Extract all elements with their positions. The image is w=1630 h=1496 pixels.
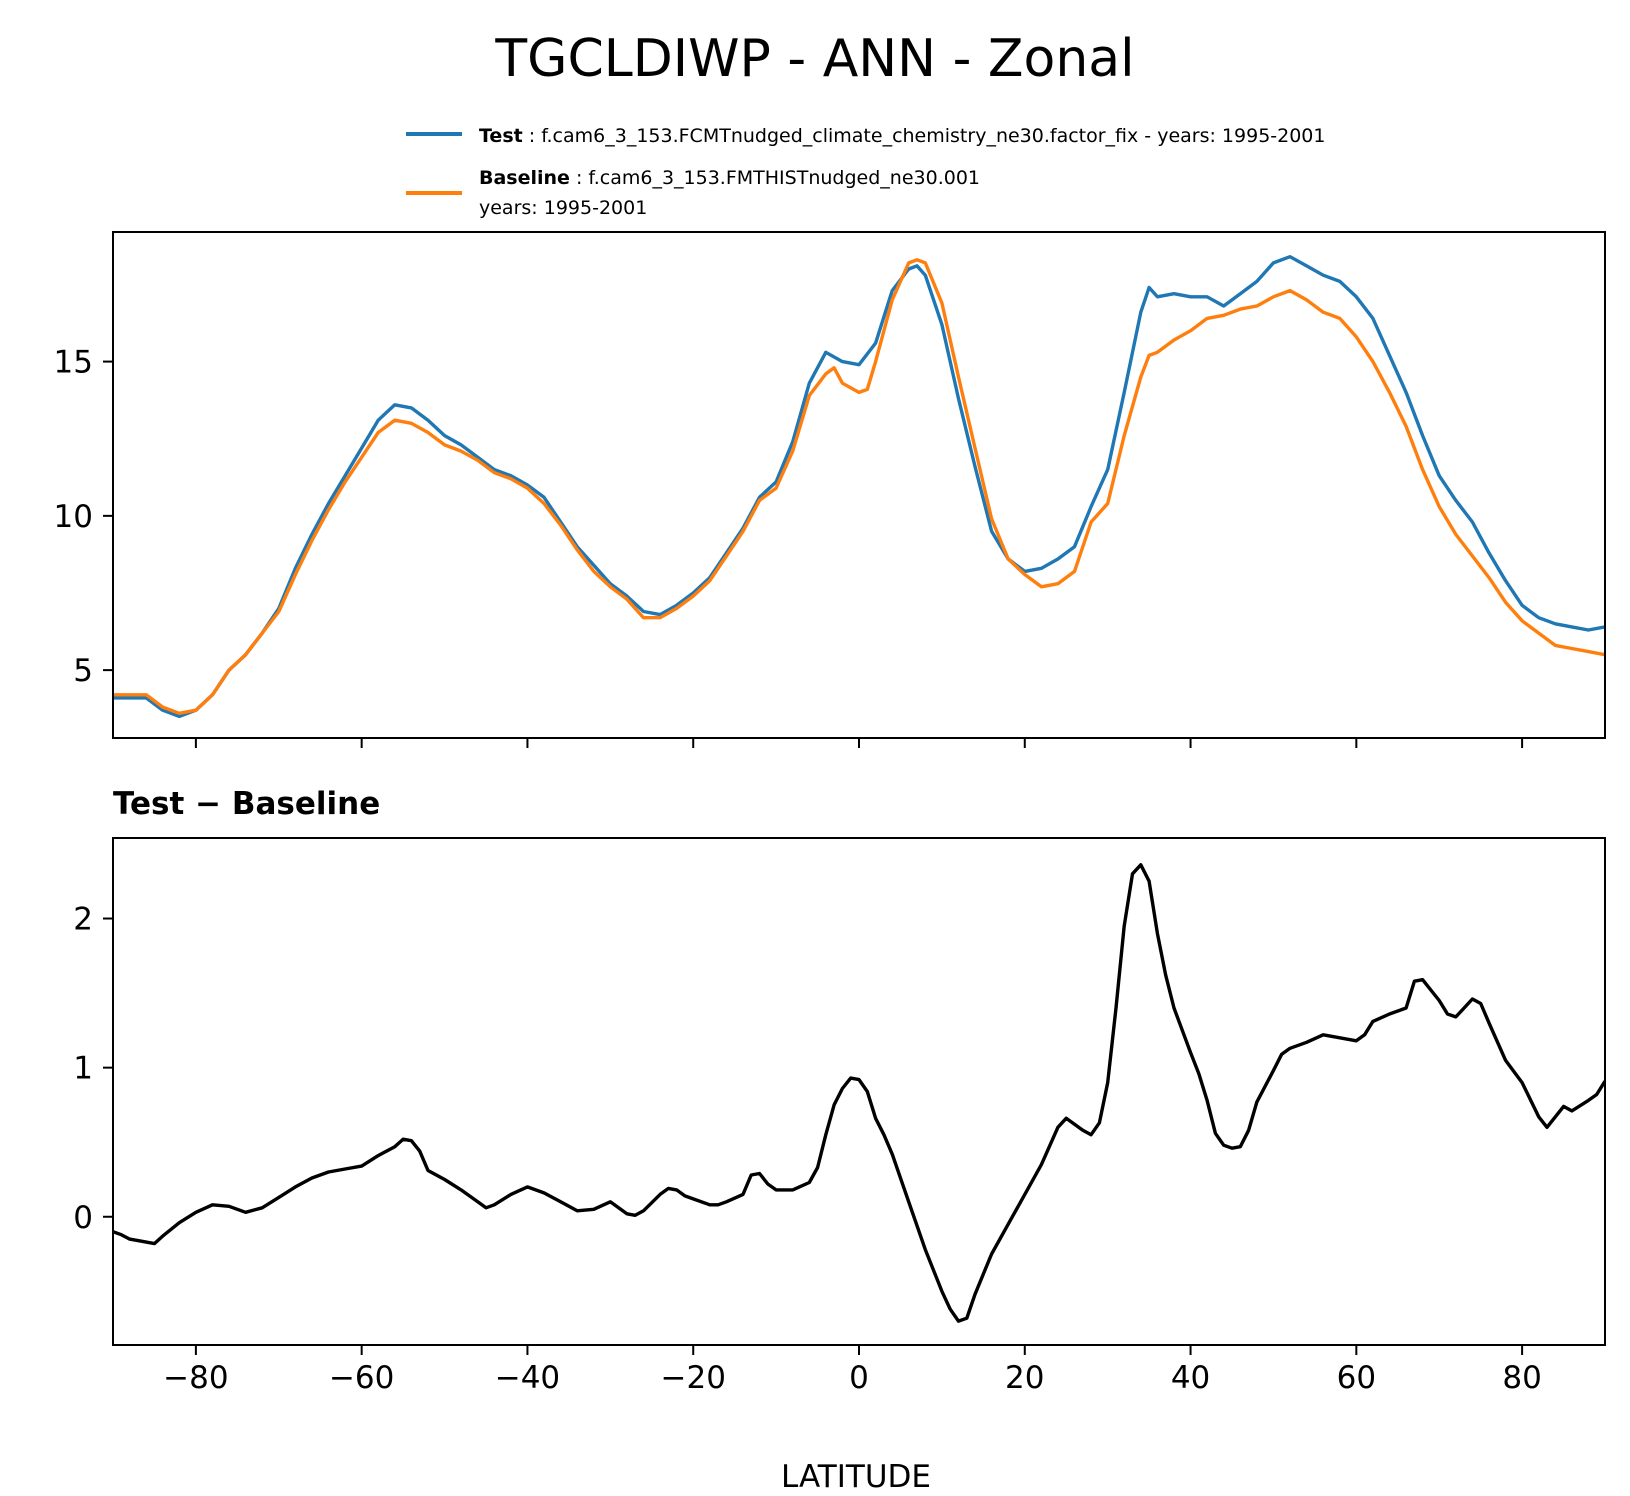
- x-axis-label: LATITUDE: [781, 1459, 931, 1495]
- y-tick-label: 1: [73, 1051, 93, 1087]
- y-tick-label: 10: [54, 499, 93, 535]
- y-tick-label: 2: [73, 902, 93, 938]
- x-tick-label: 40: [1171, 1360, 1210, 1396]
- series-line-baseline: [113, 258, 1605, 715]
- legend-entry-test: Test : f.cam6_3_153.FCMTnudged_climate_c…: [406, 125, 1326, 147]
- x-tick-label: −40: [495, 1360, 560, 1396]
- axes-frame: [112, 837, 1606, 1346]
- y-tick-label: 5: [73, 653, 93, 689]
- series-line-test: [113, 255, 1605, 719]
- legend-label: Test : f.cam6_3_153.FCMTnudged_climate_c…: [479, 125, 1326, 147]
- x-tick-label: −80: [163, 1360, 228, 1396]
- x-tick-label: 0: [849, 1360, 869, 1396]
- legend: Test : f.cam6_3_153.FCMTnudged_climate_c…: [406, 125, 1326, 219]
- x-tick-label: 60: [1337, 1360, 1376, 1396]
- legend-label: Baseline : f.cam6_3_153.FMTHISTnudged_ne…: [479, 167, 980, 189]
- panels: 5 10 15 −80 −60 −40 −20 0 20 40 60 80 0 1 2 Test − Base…: [54, 231, 1606, 1396]
- chart-title: TGCLDIWP - ANN - Zonal: [494, 29, 1134, 89]
- x-tick-label: −60: [329, 1360, 394, 1396]
- x-tick-label: 80: [1502, 1360, 1541, 1396]
- panel-difference: −80 −60 −40 −20 0 20 40 60 80 0 1 2 Test − Baseline: [73, 786, 1606, 1396]
- x-tick-label: 20: [1005, 1360, 1044, 1396]
- legend-label-line: years: 1995-2001: [479, 197, 647, 219]
- legend-entry-baseline: Baseline : f.cam6_3_153.FMTHISTnudged_ne…: [406, 167, 980, 219]
- y-tick-label: 15: [54, 345, 93, 381]
- x-tick-label: −20: [661, 1360, 726, 1396]
- panel-title: Test − Baseline: [113, 786, 380, 822]
- series-line-test-baseline: [113, 863, 1605, 1323]
- y-tick-label: 0: [73, 1200, 93, 1236]
- panel-zonal-means: 5 10 15: [54, 231, 1606, 748]
- axes-frame: [112, 231, 1606, 739]
